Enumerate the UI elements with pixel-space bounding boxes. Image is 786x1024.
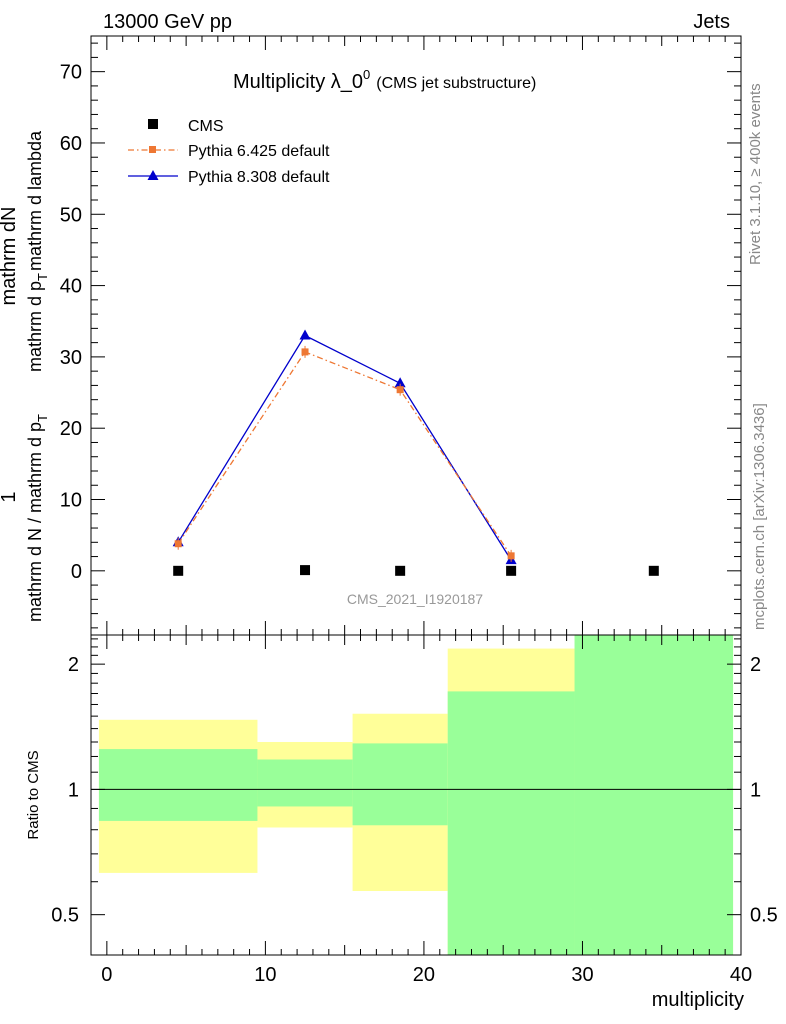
- main-series: [172, 329, 659, 576]
- main-ytick-label: 0: [71, 561, 82, 583]
- main-title: Multiplicity λ_00 (CMS jet substructure): [233, 67, 536, 93]
- ratio-bands: [98, 635, 734, 955]
- legend-pythia8-label: Pythia 8.308 default: [188, 169, 330, 186]
- main-ytick-label: 30: [60, 347, 82, 369]
- main-title-sup: 0: [363, 67, 370, 82]
- ratio-xlabel: multiplicity: [652, 989, 744, 1011]
- legend-cms-label: CMS: [188, 118, 224, 135]
- ratio-band-green: [98, 749, 258, 821]
- ratio-panel: 0.5 0.51 12 20 10 20 30 40: [51, 634, 778, 986]
- legend: CMS Pythia 6.425 default Pythia 8.308 de…: [128, 118, 330, 186]
- main-ytick-label: 10: [60, 490, 82, 512]
- series-cms-point: [395, 565, 406, 576]
- main-ylabel-left-den: mathrm d N / mathrm d pT: [25, 414, 50, 622]
- legend-pythia8-marker: [147, 170, 159, 180]
- analysis-watermark: CMS_2021_I1920187: [347, 591, 483, 607]
- main-ytick-label: 50: [60, 204, 82, 226]
- main-ylabel: 1 mathrm d N / mathrm d pT mathrm dN mat…: [0, 130, 50, 622]
- ratio-ytick-label-right: 0.5: [750, 905, 778, 927]
- ratio-xtick-label: 30: [571, 964, 593, 986]
- ratio-ytick-label: 1: [68, 779, 79, 801]
- main-ylabel-left-den-main: mathrm d N / mathrm d p: [25, 422, 45, 622]
- series-pythia6-line: [177, 351, 512, 557]
- ratio-ticks: 0.5 0.51 12 20 10 20 30 40: [51, 635, 778, 986]
- ratio-band-green: [352, 743, 448, 826]
- ratio-ytick-label: 0.5: [51, 905, 79, 927]
- ratio-ylabel: Ratio to CMS: [25, 750, 42, 839]
- main-ytick-label: 60: [60, 133, 82, 155]
- main-ylabel-right-den-tail: mathrm d lambda: [25, 130, 45, 271]
- main-ylabel-one: 1: [0, 491, 20, 502]
- main-ylabel-right-den: mathrm d pTmathrm d lambda: [25, 130, 50, 372]
- series-pythia8-line: [177, 334, 512, 561]
- mcplots-credit-text: mcplots.cern.ch [arXiv:1306.3436]: [751, 403, 768, 630]
- main-ylabel-right-num: mathrm dN: [0, 207, 20, 306]
- series-pythia6-point: [507, 552, 515, 560]
- main-ytick-label: 40: [60, 276, 82, 298]
- main-ytick-label: 20: [60, 418, 82, 440]
- process-label: Jets: [693, 11, 730, 33]
- series-pythia8-point: [299, 329, 311, 340]
- series-pythia6-point: [174, 540, 182, 548]
- ratio-xtick-label: 20: [413, 964, 435, 986]
- series-cms-point: [506, 565, 517, 576]
- main-title-text: Multiplicity λ_0: [233, 71, 363, 93]
- legend-cms-marker: [148, 119, 158, 129]
- rivet-version-text: Rivet 3.1.10, ≥ 400k events: [747, 83, 764, 265]
- series-cms-point: [300, 565, 311, 576]
- energy-label: 13000 GeV pp: [103, 11, 232, 33]
- series-pythia8-point: [394, 377, 406, 388]
- main-ticks: 0 10 20 30 40 50 60 70: [60, 36, 742, 635]
- series-cms-point: [648, 565, 659, 576]
- legend-pythia6-label: Pythia 6.425 default: [188, 143, 330, 160]
- ratio-ytick-label: 2: [68, 654, 79, 676]
- ratio-xtick-label: 0: [101, 964, 112, 986]
- series-pythia6-point: [396, 386, 404, 394]
- ratio-ytick-label-right: 1: [750, 779, 761, 801]
- main-ytick-label: 70: [60, 62, 82, 84]
- legend-pythia6-marker: [149, 146, 156, 153]
- ratio-frame: [90, 634, 742, 956]
- series-cms-point: [173, 565, 184, 576]
- series-pythia6-point: [301, 348, 309, 356]
- ratio-ytick-label-right: 2: [750, 654, 761, 676]
- main-title-sub: (CMS jet substructure): [376, 75, 536, 92]
- ratio-band-green: [447, 691, 575, 955]
- ratio-band-green: [257, 759, 353, 807]
- main-ylabel-right-den-main: mathrm d p: [25, 281, 45, 372]
- ratio-band-green: [574, 635, 734, 955]
- main-ylabel-right-den-sub: T: [35, 273, 50, 281]
- main-ylabel-left-den-sub: T: [35, 414, 50, 422]
- ratio-xtick-label: 10: [254, 964, 276, 986]
- ratio-xtick-label: 40: [730, 964, 752, 986]
